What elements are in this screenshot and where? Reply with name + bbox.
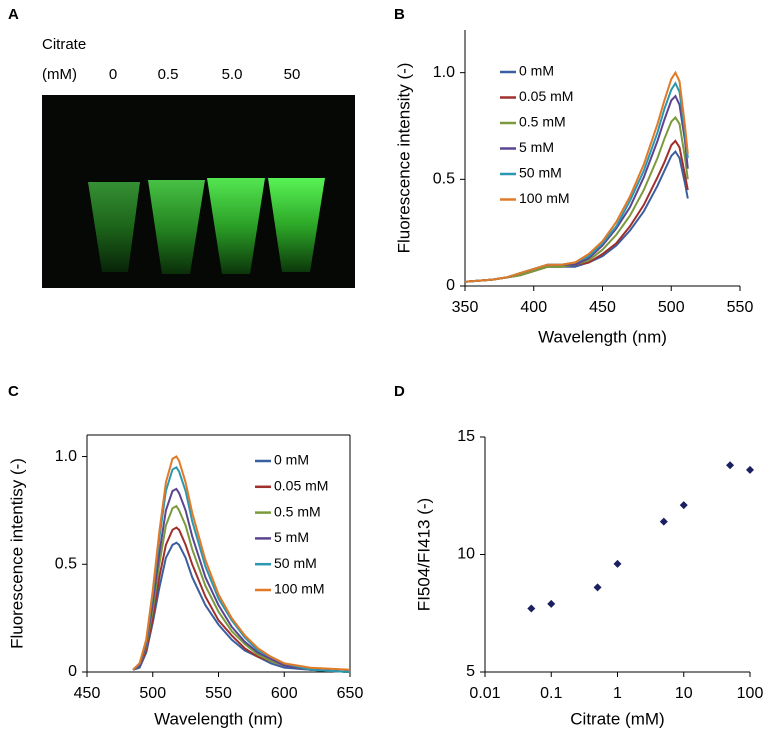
photo-caption: Citrate <box>42 36 86 53</box>
x-tick-label: 400 <box>520 299 547 316</box>
x-axis-title: Wavelength (nm) <box>538 327 667 346</box>
panel-label: B <box>394 6 405 23</box>
point <box>746 465 754 474</box>
x-tick-label: 0.01 <box>469 685 500 702</box>
y-tick-label: 0.5 <box>433 171 455 188</box>
y-axis-title: Fluorescence intentisy (-) <box>7 458 26 649</box>
x-tick-label: 650 <box>337 685 364 702</box>
y-tick-label: 0.5 <box>55 555 77 572</box>
legend-label: 0.5 mM <box>519 114 566 130</box>
x-tick-label: 1 <box>613 685 622 702</box>
legend-label: 0.05 mM <box>519 88 573 104</box>
line <box>132 526 351 673</box>
legend-label: 5 mM <box>274 529 309 545</box>
x-tick-label: 10 <box>675 685 693 702</box>
x-tick-label: 600 <box>271 685 298 702</box>
point <box>726 461 735 470</box>
photo-label: 0 <box>109 66 117 83</box>
y-tick-label: 1.0 <box>433 64 455 81</box>
legend-label: 0.05 mM <box>274 478 328 494</box>
legend-label: 100 mM <box>274 581 325 597</box>
x-tick-label: 450 <box>589 299 616 316</box>
photo <box>42 95 355 288</box>
legend-label: 100 mM <box>519 190 570 206</box>
legend-label: 0 mM <box>274 452 309 468</box>
photo-unit: (mM) <box>42 66 77 83</box>
legend-label: 5 mM <box>519 139 554 155</box>
y-tick-label: 15 <box>457 428 475 445</box>
point <box>613 559 622 568</box>
photo-label: 50 <box>284 66 301 83</box>
x-axis-title: Wavelength (nm) <box>154 709 283 728</box>
line <box>132 541 351 673</box>
legend-label: 50 mM <box>519 165 562 181</box>
x-tick-label: 450 <box>74 685 101 702</box>
legend-label: 0 mM <box>519 63 554 79</box>
x-axis-title: Citrate (mM) <box>570 709 664 728</box>
panel-label: A <box>8 6 19 23</box>
x-tick-label: 0.1 <box>540 685 562 702</box>
point <box>679 501 688 510</box>
photo-label: 5.0 <box>222 66 243 83</box>
y-tick-label: 0 <box>446 277 455 294</box>
panel-label: C <box>8 383 19 400</box>
line <box>464 94 689 283</box>
panel-label: D <box>394 383 405 400</box>
x-tick-label: 350 <box>452 299 479 316</box>
y-tick-label: 10 <box>457 546 475 563</box>
x-tick-label: 550 <box>205 685 232 702</box>
y-axis-title: Fluorescence intensity (-) <box>394 63 413 254</box>
line <box>464 115 689 283</box>
y-tick-label: 1.0 <box>55 448 77 465</box>
x-tick-label: 500 <box>658 299 685 316</box>
x-tick-label: 100 <box>737 685 764 702</box>
legend-label: 0.5 mM <box>274 503 321 519</box>
x-tick-label: 550 <box>727 299 754 316</box>
photo-label: 0.5 <box>158 66 179 83</box>
point <box>659 517 668 526</box>
line <box>132 455 351 671</box>
point <box>593 583 602 592</box>
y-axis-title: FI504/FI413 (-) <box>414 498 433 611</box>
x-tick-label: 500 <box>139 685 166 702</box>
line <box>132 487 351 673</box>
y-tick-label: 0 <box>68 663 77 680</box>
line <box>464 70 689 283</box>
point <box>527 604 536 613</box>
legend-label: 50 mM <box>274 555 317 571</box>
point <box>547 599 556 608</box>
y-tick-label: 5 <box>466 663 475 680</box>
